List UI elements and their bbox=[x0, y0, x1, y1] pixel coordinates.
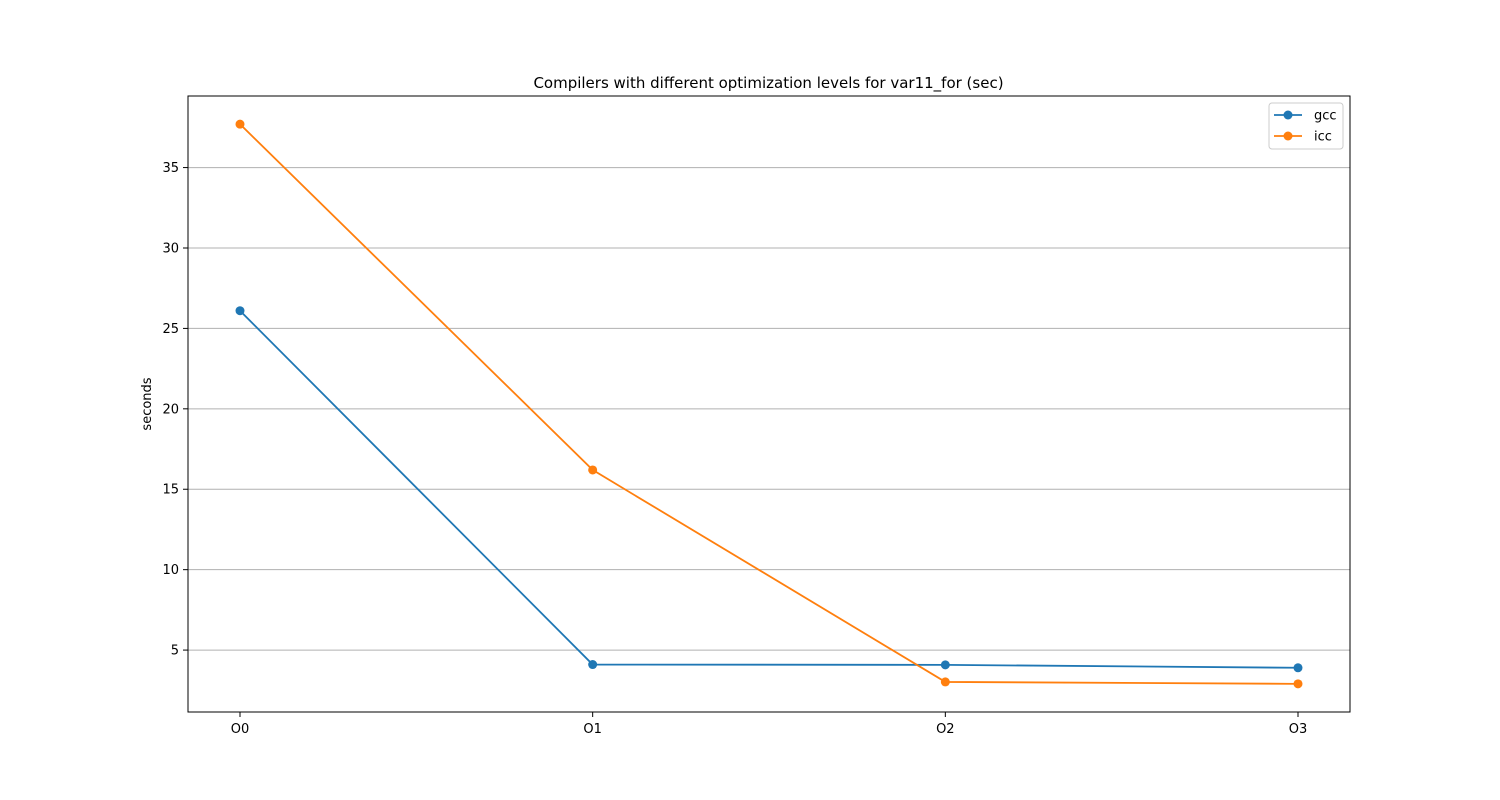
legend-item-icc: icc bbox=[1274, 130, 1332, 145]
x-axis: O0 O1 O2 O3 bbox=[231, 712, 1308, 737]
series-line-icc bbox=[239, 123, 1299, 685]
legend: gcc icc bbox=[1268, 102, 1344, 150]
y-tick-label: 30 bbox=[162, 241, 179, 256]
data-point-icc bbox=[588, 465, 598, 475]
chart-title: Compilers with different optimization le… bbox=[533, 74, 1003, 93]
legend-item-gcc: gcc bbox=[1274, 109, 1337, 124]
y-axis: 5 10 15 20 25 30 35 bbox=[162, 161, 188, 659]
data-point-icc bbox=[235, 119, 245, 129]
series-layer bbox=[235, 119, 1303, 689]
legend-label: icc bbox=[1314, 130, 1332, 145]
y-tick-label: 25 bbox=[162, 322, 179, 337]
legend-marker bbox=[1283, 131, 1293, 141]
x-tick-label: O2 bbox=[936, 722, 955, 737]
y-tick-label: 15 bbox=[162, 483, 179, 498]
x-tick-label: O0 bbox=[231, 722, 250, 737]
plot-frame bbox=[187, 95, 1351, 713]
series-line-gcc bbox=[239, 310, 1299, 669]
legend-label: gcc bbox=[1314, 109, 1337, 124]
data-point-gcc bbox=[588, 660, 598, 670]
y-tick-label: 35 bbox=[162, 161, 179, 176]
data-point-icc bbox=[940, 677, 950, 687]
x-tick-label: O3 bbox=[1289, 722, 1308, 737]
y-tick-label: 5 bbox=[171, 644, 179, 659]
series-gcc bbox=[235, 306, 1303, 673]
series-icc bbox=[235, 119, 1303, 689]
data-point-gcc bbox=[1293, 663, 1303, 673]
data-point-gcc bbox=[940, 660, 950, 670]
data-point-gcc bbox=[235, 306, 245, 316]
legend-marker bbox=[1283, 110, 1293, 120]
y-axis-label: seconds bbox=[140, 377, 155, 430]
y-tick-label: 20 bbox=[162, 402, 179, 417]
data-point-icc bbox=[1293, 679, 1303, 689]
y-tick-label: 10 bbox=[162, 563, 179, 578]
x-tick-label: O1 bbox=[583, 722, 602, 737]
grid-lines bbox=[188, 167, 1350, 651]
